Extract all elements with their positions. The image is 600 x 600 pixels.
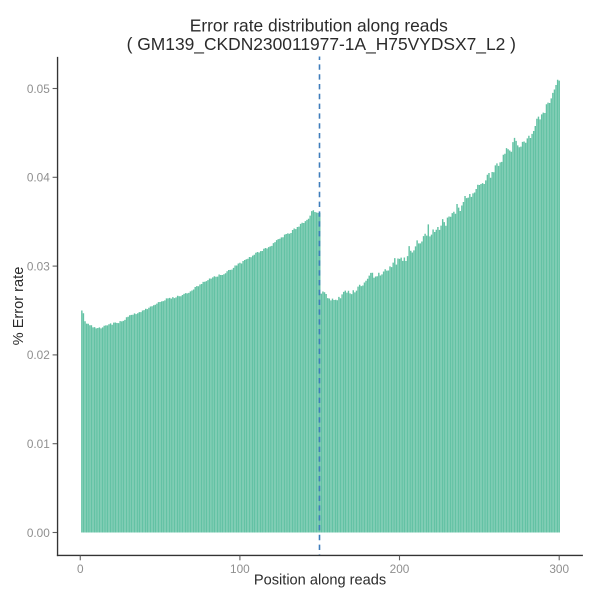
svg-text:200: 200 xyxy=(390,562,410,576)
svg-text:% Error rate: % Error rate xyxy=(11,267,27,346)
svg-text:0: 0 xyxy=(77,562,84,576)
svg-text:100: 100 xyxy=(230,562,250,576)
svg-text:0.03: 0.03 xyxy=(27,259,50,273)
svg-text:Error rate distribution along: Error rate distribution along reads xyxy=(190,15,448,35)
svg-text:( GM139_CKDN230011977-1A_H75VY: ( GM139_CKDN230011977-1A_H75VYDSX7_L2 ) xyxy=(127,34,516,54)
svg-text:0.02: 0.02 xyxy=(27,348,50,362)
svg-text:0.00: 0.00 xyxy=(27,526,50,540)
svg-text:0.05: 0.05 xyxy=(27,82,50,96)
svg-text:0.01: 0.01 xyxy=(27,437,50,451)
svg-text:0.04: 0.04 xyxy=(27,171,50,185)
svg-text:300: 300 xyxy=(549,562,569,576)
svg-text:Position along reads: Position along reads xyxy=(254,573,386,589)
